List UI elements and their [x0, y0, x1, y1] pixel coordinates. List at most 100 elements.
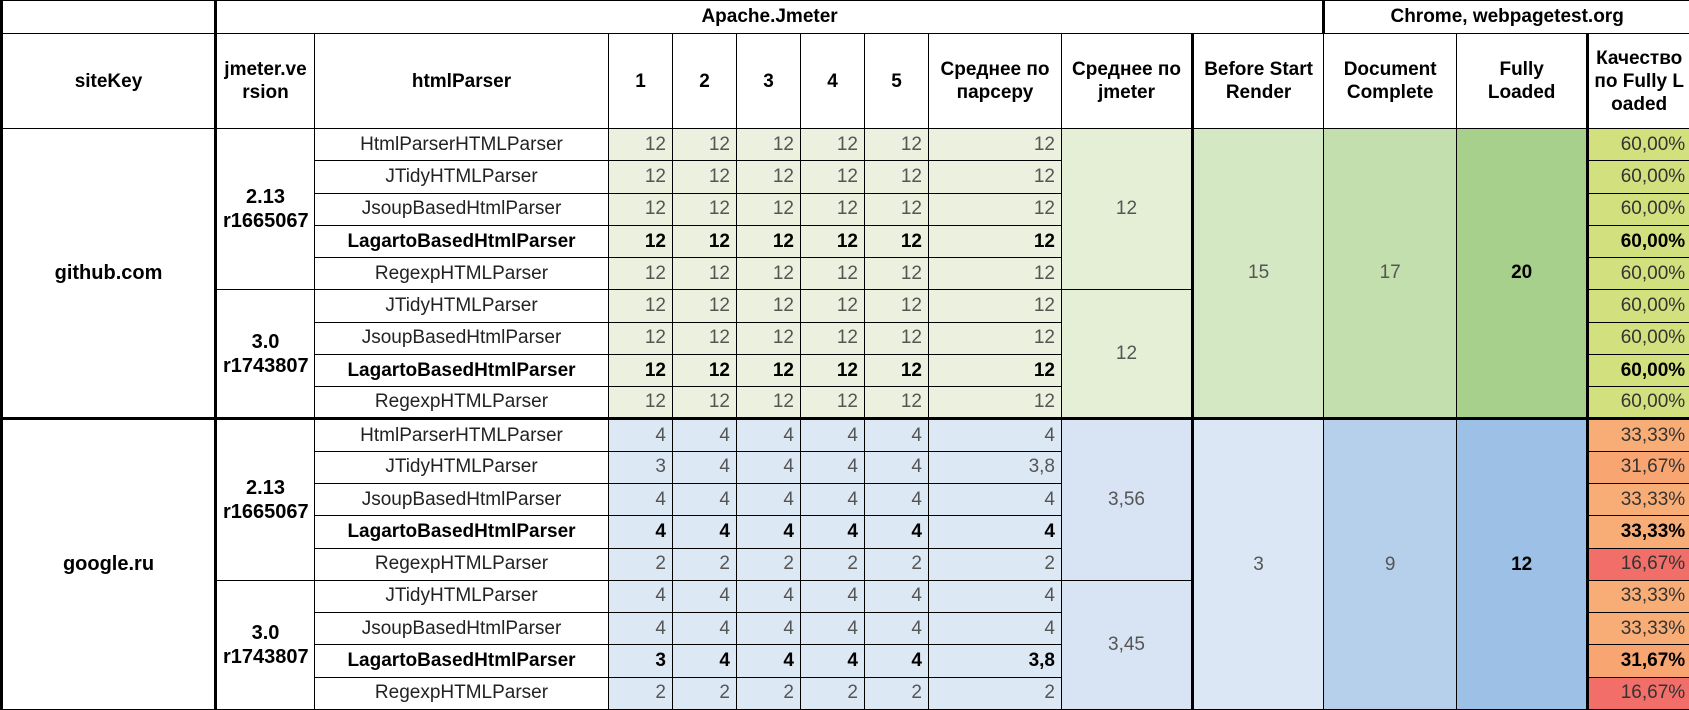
run-value-cell: 4 — [800, 579, 865, 614]
quality-cell: 60,00% — [1586, 257, 1689, 291]
run-value-cell: 12 — [672, 289, 737, 323]
run-value-cell: 12 — [800, 128, 865, 162]
quality-cell: 31,67% — [1586, 450, 1689, 485]
jmeter-version-cell: 3.0 r1743807 — [214, 289, 315, 420]
avg-parser-cell: 4 — [928, 579, 1062, 614]
run-value-cell: 4 — [864, 482, 929, 517]
avg-parser-cell: 4 — [928, 482, 1062, 517]
avg-jmeter-cell: 12 — [1061, 289, 1193, 420]
table-row: JsoupBasedHtmlParser 12 12 12 12 12 12 60,00% — [2, 321, 1689, 355]
run-value-cell: 12 — [864, 192, 929, 226]
quality-cell: 33,33% — [1586, 482, 1689, 517]
run-value-cell: 12 — [608, 160, 673, 194]
table-row: RegexpHTMLParser 2 2 2 2 2 2 16,67% — [2, 676, 1689, 710]
run-value-cell: 12 — [672, 224, 737, 259]
quality-cell: 33,33% — [1586, 417, 1689, 452]
document-complete-cell: 9 — [1323, 417, 1458, 710]
run-value-cell: 3 — [608, 450, 673, 485]
col-header-run-2: 2 — [672, 33, 737, 130]
avg-parser-cell: 12 — [928, 160, 1062, 194]
col-header-jmeter-version: jmeter.version — [214, 33, 315, 130]
run-value-cell: 12 — [672, 192, 737, 226]
run-value-cell: 4 — [864, 612, 929, 646]
run-value-cell: 4 — [864, 417, 929, 452]
avg-jmeter-cell: 12 — [1061, 128, 1193, 291]
run-value-cell: 12 — [864, 160, 929, 194]
run-value-cell: 12 — [864, 128, 929, 162]
col-header-fully-loaded: Fully Loaded — [1456, 33, 1589, 130]
parser-name-cell: JTidyHTMLParser — [314, 450, 609, 485]
run-value-cell: 4 — [800, 515, 865, 549]
table-row: 3.0 r1743807 JTidyHTMLParser 4 4 4 4 4 4 3,45 33,… — [2, 579, 1689, 710]
avg-parser-cell: 12 — [928, 289, 1062, 323]
quality-cell: 60,00% — [1586, 386, 1689, 420]
jmeter-version-cell: 2.13 r1665067 — [214, 417, 315, 581]
parser-name-cell: LagartoBasedHtmlParser — [314, 353, 609, 388]
avg-jmeter-cell: 3,56 — [1061, 417, 1193, 581]
run-value-cell: 4 — [864, 450, 929, 485]
avg-parser-cell: 2 — [928, 547, 1062, 581]
avg-parser-cell: 12 — [928, 386, 1062, 420]
avg-parser-cell: 12 — [928, 224, 1062, 259]
run-value-cell: 12 — [800, 224, 865, 259]
parser-name-cell: RegexpHTMLParser — [314, 257, 609, 291]
run-value-cell: 12 — [736, 289, 801, 323]
run-value-cell: 12 — [736, 224, 801, 259]
run-value-cell: 4 — [736, 612, 801, 646]
run-value-cell: 4 — [736, 644, 801, 678]
run-value-cell: 12 — [608, 224, 673, 259]
avg-parser-cell: 12 — [928, 257, 1062, 291]
run-value-cell: 2 — [864, 676, 929, 710]
table-row: JsoupBasedHtmlParser 12 12 12 12 12 12 60,00% — [2, 192, 1689, 226]
run-value-cell: 2 — [672, 547, 737, 581]
col-header-avg-parser: Среднее по парсеру — [928, 33, 1062, 130]
avg-parser-cell: 4 — [928, 515, 1062, 549]
quality-cell: 16,67% — [1586, 676, 1689, 710]
run-value-cell: 12 — [800, 192, 865, 226]
run-value-cell: 4 — [736, 417, 801, 452]
run-value-cell: 12 — [800, 257, 865, 291]
run-value-cell: 2 — [736, 547, 801, 581]
run-value-cell: 4 — [608, 579, 673, 614]
run-value-cell: 12 — [736, 321, 801, 355]
site-key-cell: google.ru — [0, 417, 216, 710]
run-value-cell: 4 — [736, 482, 801, 517]
run-value-cell: 2 — [608, 547, 673, 581]
run-value-cell: 12 — [608, 386, 673, 420]
run-value-cell: 12 — [864, 386, 929, 420]
col-header-avg-jmeter: Среднее по jmeter — [1061, 33, 1193, 130]
table-row: JTidyHTMLParser 12 12 12 12 12 12 60,00% — [2, 160, 1689, 194]
run-value-cell: 12 — [800, 353, 865, 388]
document-complete-cell: 17 — [1323, 128, 1458, 420]
run-value-cell: 2 — [608, 676, 673, 710]
run-value-cell: 4 — [608, 482, 673, 517]
column-header-row: siteKey jmeter.version htmlParser 1 2 3 … — [0, 33, 1689, 130]
quality-cell: 60,00% — [1586, 192, 1689, 226]
col-header-html-parser: htmlParser — [314, 33, 609, 130]
run-value-cell: 4 — [800, 417, 865, 452]
col-header-sitekey: siteKey — [0, 33, 216, 130]
quality-cell: 60,00% — [1586, 224, 1689, 259]
run-value-cell: 4 — [608, 612, 673, 646]
run-value-cell: 12 — [800, 289, 865, 323]
run-value-cell: 4 — [864, 644, 929, 678]
table-row: RegexpHTMLParser 12 12 12 12 12 12 60,00% — [2, 257, 1689, 291]
quality-cell: 60,00% — [1586, 353, 1689, 388]
avg-jmeter-cell: 3,45 — [1061, 579, 1193, 710]
quality-cell: 60,00% — [1586, 128, 1689, 162]
parser-name-cell: JTidyHTMLParser — [314, 289, 609, 323]
parser-name-cell: LagartoBasedHtmlParser — [314, 515, 609, 549]
run-value-cell: 4 — [672, 482, 737, 517]
run-value-cell: 12 — [864, 257, 929, 291]
avg-parser-cell: 12 — [928, 192, 1062, 226]
col-header-quality: Качество по Fully Loaded — [1586, 33, 1689, 130]
run-value-cell: 2 — [672, 676, 737, 710]
run-value-cell: 4 — [864, 515, 929, 549]
run-value-cell: 4 — [608, 515, 673, 549]
fully-loaded-cell: 20 — [1456, 128, 1589, 420]
table-row: LagartoBasedHtmlParser 12 12 12 12 12 12 60,00% — [2, 353, 1689, 388]
avg-parser-cell: 3,8 — [928, 450, 1062, 485]
parser-name-cell: LagartoBasedHtmlParser — [314, 644, 609, 678]
run-value-cell: 12 — [864, 321, 929, 355]
